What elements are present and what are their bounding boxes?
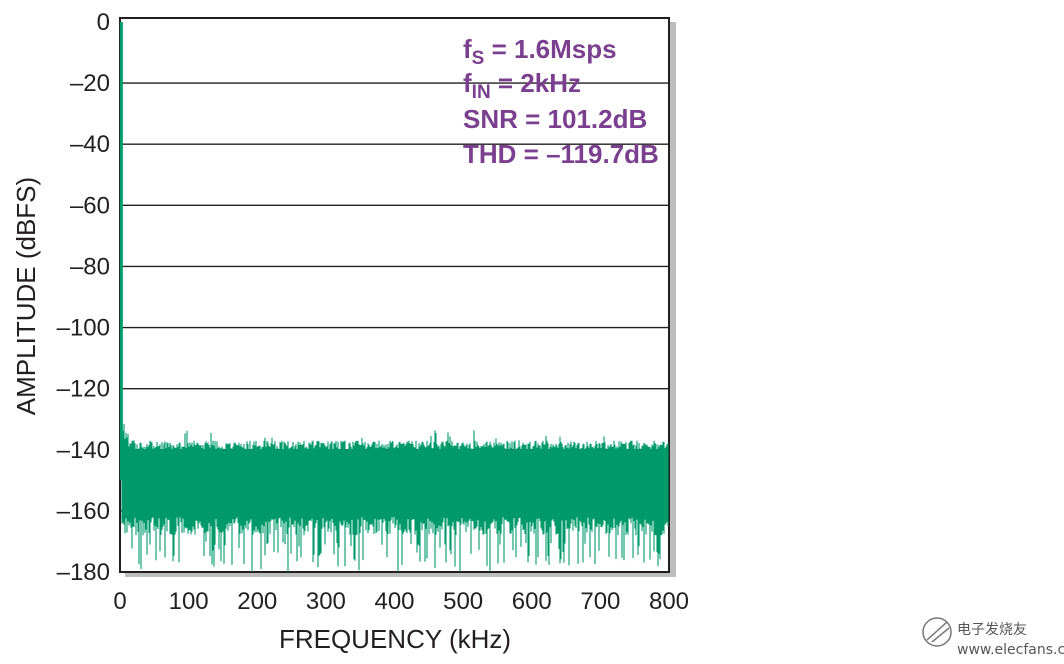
y-tick-label: –160 — [57, 498, 110, 525]
y-tick-label: 0 — [97, 9, 110, 36]
annotation-fs: fS = 1.6Msps — [463, 34, 617, 69]
x-tick-label: 300 — [306, 588, 346, 615]
x-axis-title: FREQUENCY (kHz) — [279, 624, 511, 654]
y-tick-label: –40 — [70, 131, 110, 158]
annotation-thd: THD = –119.7dB — [463, 139, 659, 169]
watermark-url: www.elecfans.com — [957, 642, 1064, 658]
y-tick-label: –140 — [57, 437, 110, 464]
x-tick-label: 100 — [169, 588, 209, 615]
watermark-text: 电子发烧友 — [957, 622, 1027, 638]
watermark: 电子发烧友 www.elecfans.com — [922, 617, 1064, 658]
y-axis-tick-labels: 0 –20 –40 –60 –80 –100 –120 –140 –160 –180 — [57, 9, 110, 586]
y-tick-label: –180 — [57, 559, 110, 586]
y-tick-label: –100 — [57, 315, 110, 342]
annotation-block: fS = 1.6Msps fIN = 2kHz SNR = 101.2dB TH… — [463, 34, 659, 169]
watermark-logo-icon — [922, 617, 952, 647]
y-tick-label: –60 — [70, 192, 110, 219]
y-tick-label: –120 — [57, 376, 110, 403]
x-tick-label: 700 — [580, 588, 620, 615]
y-tick-label: –20 — [70, 70, 110, 97]
spectrum-series — [119, 22, 669, 572]
x-tick-label: 200 — [237, 588, 277, 615]
x-tick-label: 800 — [649, 588, 689, 615]
annotation-snr: SNR = 101.2dB — [463, 104, 647, 134]
y-tick-label: –80 — [70, 253, 110, 280]
x-tick-label: 400 — [374, 588, 414, 615]
x-tick-label: 600 — [512, 588, 552, 615]
annotation-fin: fIN = 2kHz — [463, 68, 581, 103]
x-tick-label: 0 — [113, 588, 126, 615]
y-axis-title: AMPLITUDE (dBFS) — [11, 177, 41, 415]
x-tick-label: 500 — [443, 588, 483, 615]
watermark-logo-mark — [926, 621, 950, 643]
x-axis-tick-labels: 0 100 200 300 400 500 600 700 800 — [113, 588, 689, 615]
